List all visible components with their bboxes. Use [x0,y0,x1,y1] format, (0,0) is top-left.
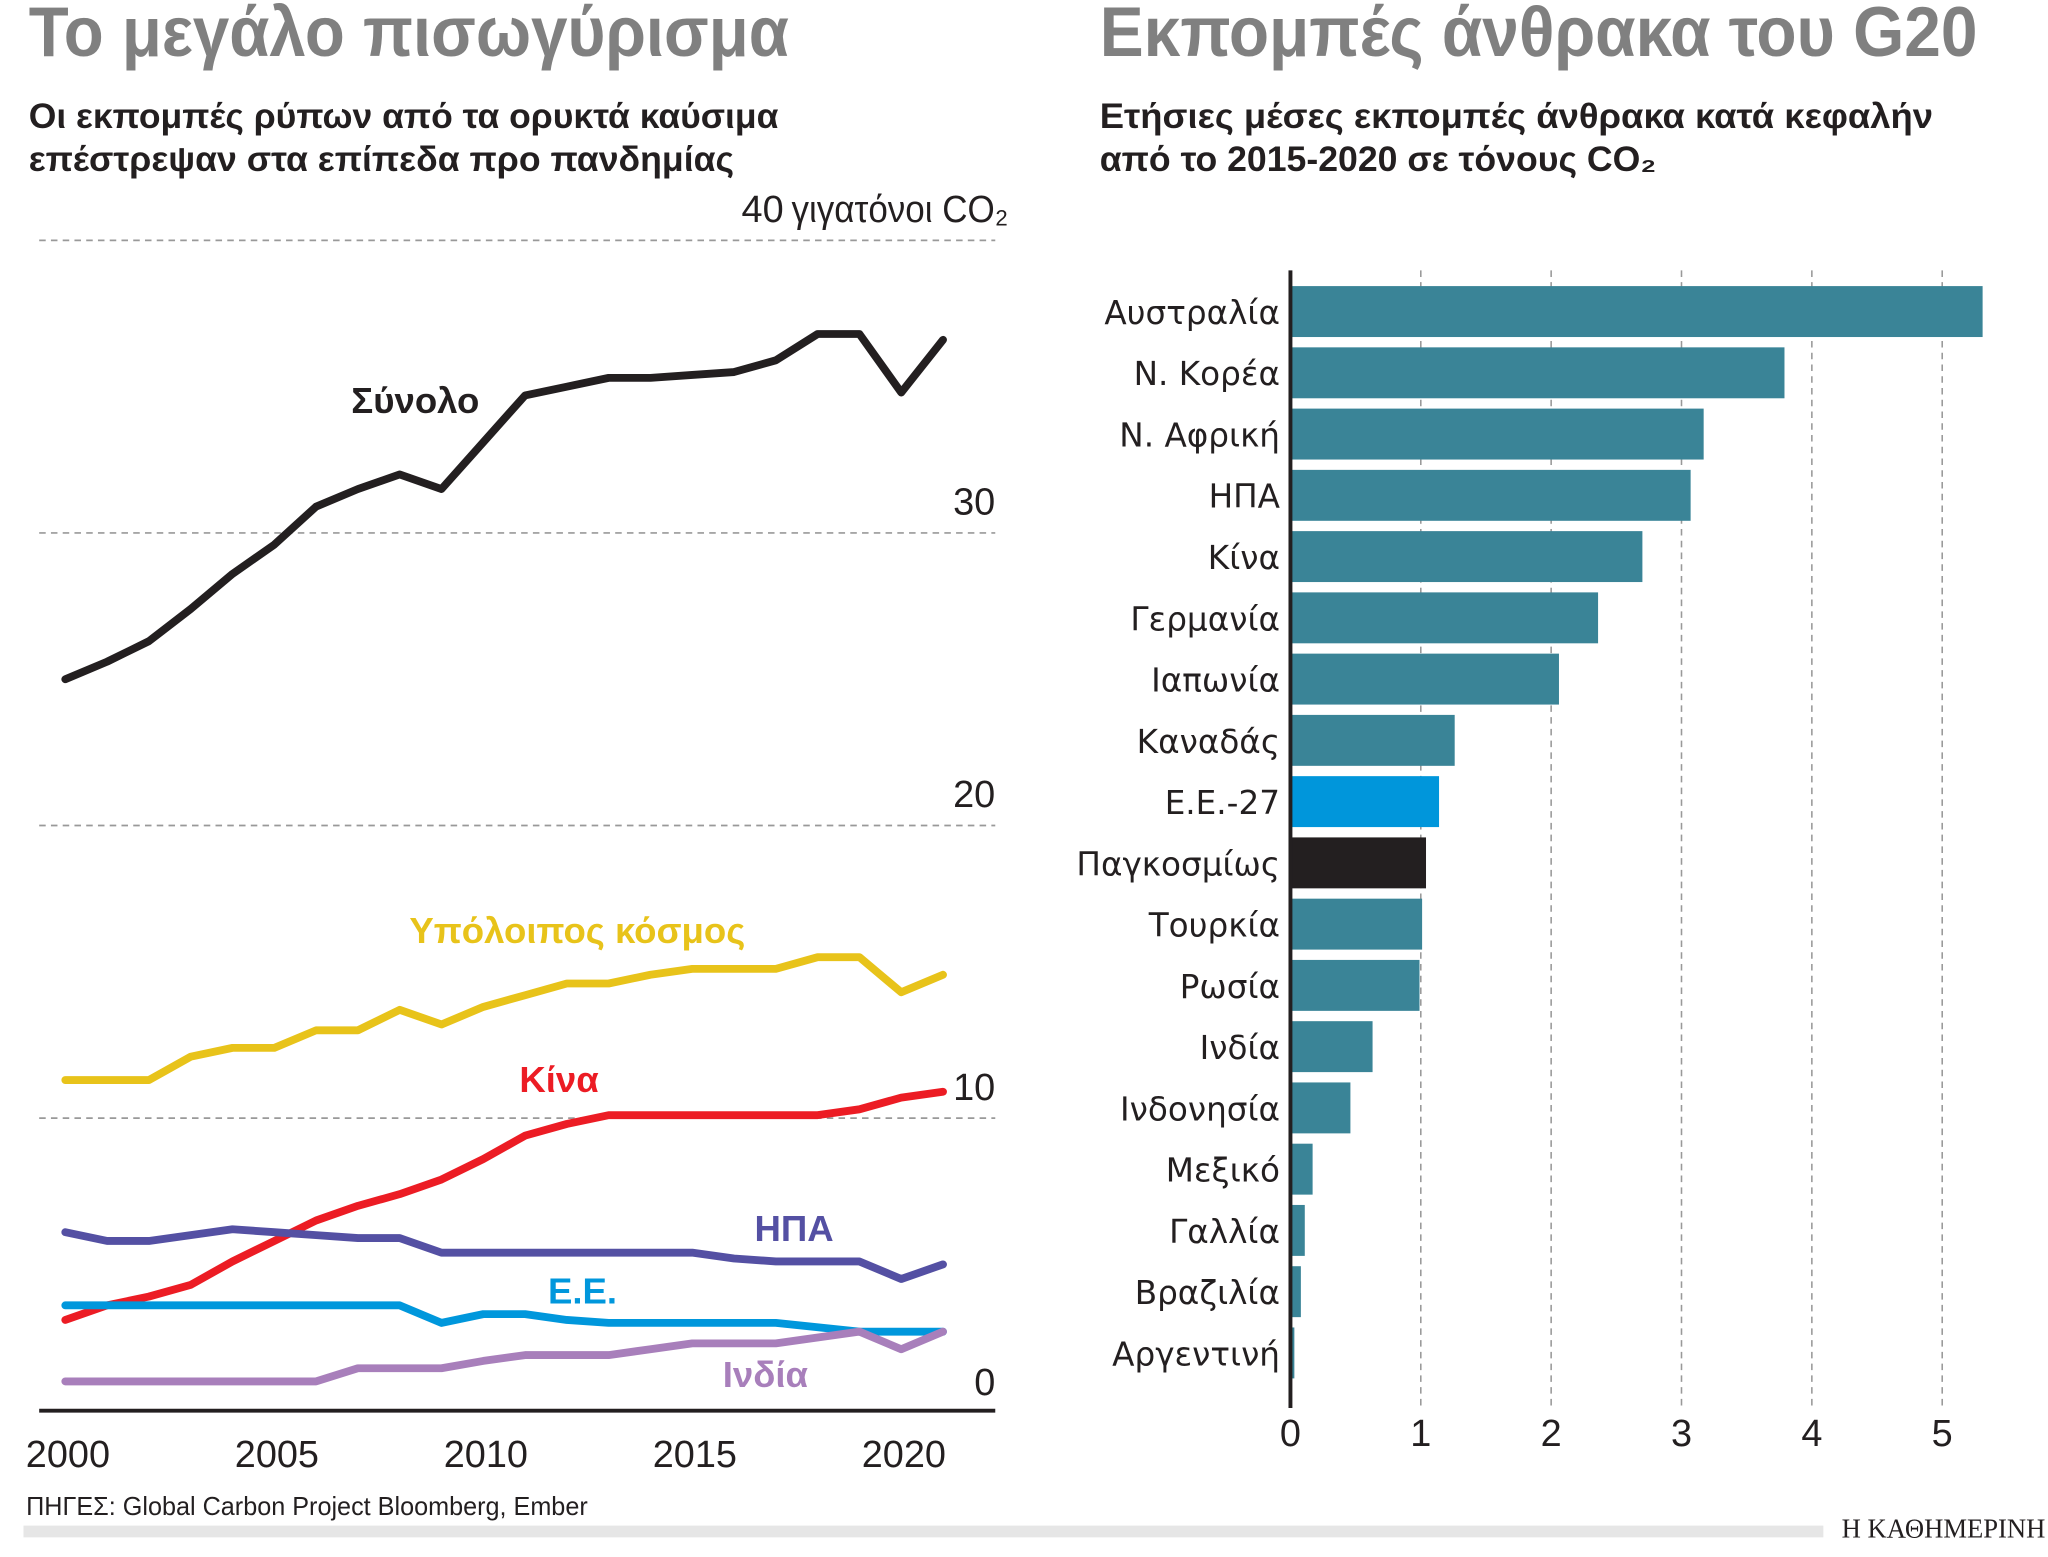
x-tick-label: 3 [1671,1413,1692,1455]
category-label: Ε.Ε.-27 [1165,784,1280,822]
series-line [61,1327,947,1386]
x-tick-label: 2000 [26,1434,110,1476]
series-label: Ε.Ε. [548,1271,617,1312]
bar [1290,592,1599,644]
y-tick-label: 20 [953,774,995,816]
x-tick-label: 2015 [653,1434,737,1476]
category-label: Βραζιλία [1135,1274,1280,1312]
right-title: Εκπομπές άνθρακα του G20 [1100,0,1978,71]
series-label: Υπόλοιπος κόσμος [409,910,745,951]
category-label: Ιαπωνία [1151,662,1280,700]
series-line [61,953,947,1084]
bar [1290,1082,1351,1134]
series-line [61,1087,947,1324]
left-subtitle-line2: επέστρεψαν στα επίπεδα προ πανδημίας [29,140,734,179]
category-label: Τουρκία [1148,907,1280,945]
bar [1290,1021,1373,1073]
y-tick-label: 40 [742,189,784,231]
y-tick-label: 10 [953,1067,995,1109]
category-label: Ινδία [1200,1029,1280,1067]
bar [1290,653,1559,705]
y-axis-unit-label: γιγατόνοι CO₂ [792,189,1009,231]
left-subtitle-line1: Οι εκπομπές ρύπων από τα ορυκτά καύσιμα [29,97,779,136]
series-line [61,1301,947,1336]
series-line [61,1225,947,1283]
category-label: Γαλλία [1169,1213,1280,1251]
bar [1290,531,1643,583]
category-label: Ν. Αφρική [1119,416,1280,454]
bar [1290,347,1785,399]
x-tick-label: 4 [1801,1413,1822,1455]
bar [1290,837,1427,889]
series-label: Σύνολο [351,380,479,421]
source-note: ΠΗΓΕΣ: Global Carbon Project Bloomberg, … [26,1491,588,1521]
bar [1290,898,1423,950]
bar [1290,286,1983,338]
y-tick-label: 0 [974,1362,995,1404]
category-label: Αργεντινή [1112,1335,1280,1373]
bar [1290,714,1455,766]
category-label: Μεξικό [1166,1152,1280,1190]
right-subtitle-line1: Ετήσιες μέσες εκπομπές άνθρακα κατά κεφα… [1100,97,1933,136]
category-label: Κίνα [1208,539,1280,577]
right-subtitle-line2: από το 2015-2020 σε τόνους CO₂ [1100,140,1656,179]
category-label: Καναδάς [1137,723,1280,761]
series-label: ΗΠΑ [755,1208,834,1249]
bar [1290,1204,1305,1256]
category-label: Αυστραλία [1104,294,1280,332]
category-label: Παγκοσμίως [1076,845,1280,883]
category-label: Γερμανία [1130,600,1280,638]
brand-logo: Η ΚΑΘΗΜΕΡΙΝΗ [1842,1513,2046,1543]
bar [1290,408,1704,460]
x-tick-label: 0 [1280,1413,1301,1455]
x-tick-label: 5 [1932,1413,1953,1455]
x-tick-label: 2005 [235,1434,319,1476]
series-line [61,330,947,684]
bar [1290,1266,1301,1318]
line-chart: 0 10 20 30 40 2000 2005 2010 2015 2020 Σύνολο Υπόλο… [26,189,996,1476]
y-tick-label: 30 [953,482,995,524]
bar [1290,1143,1313,1195]
x-tick-label: 2010 [444,1434,528,1476]
series-label: Ινδία [723,1354,809,1395]
category-label: Ρωσία [1180,968,1280,1006]
x-tick-label: 2 [1541,1413,1562,1455]
bar-chart: 0 1 2 3 4 5 Αυστραλία Ν. Κορέα Ν. Αφρική ΗΠΑ Κίνα Γ… [1076,270,1983,1455]
bar [1290,959,1420,1011]
x-tick-label: 1 [1410,1413,1431,1455]
series-label: Κίνα [519,1059,599,1100]
category-label: Ινδονησία [1120,1090,1280,1128]
bar [1290,776,1440,828]
bar [1290,469,1691,521]
category-label: Ν. Κορέα [1134,355,1280,393]
x-tick-label: 2020 [862,1434,946,1476]
footer-bar [23,1525,1824,1538]
category-label: ΗΠΑ [1209,478,1281,516]
left-title: Το μεγάλο πισωγύρισμα [29,0,789,71]
